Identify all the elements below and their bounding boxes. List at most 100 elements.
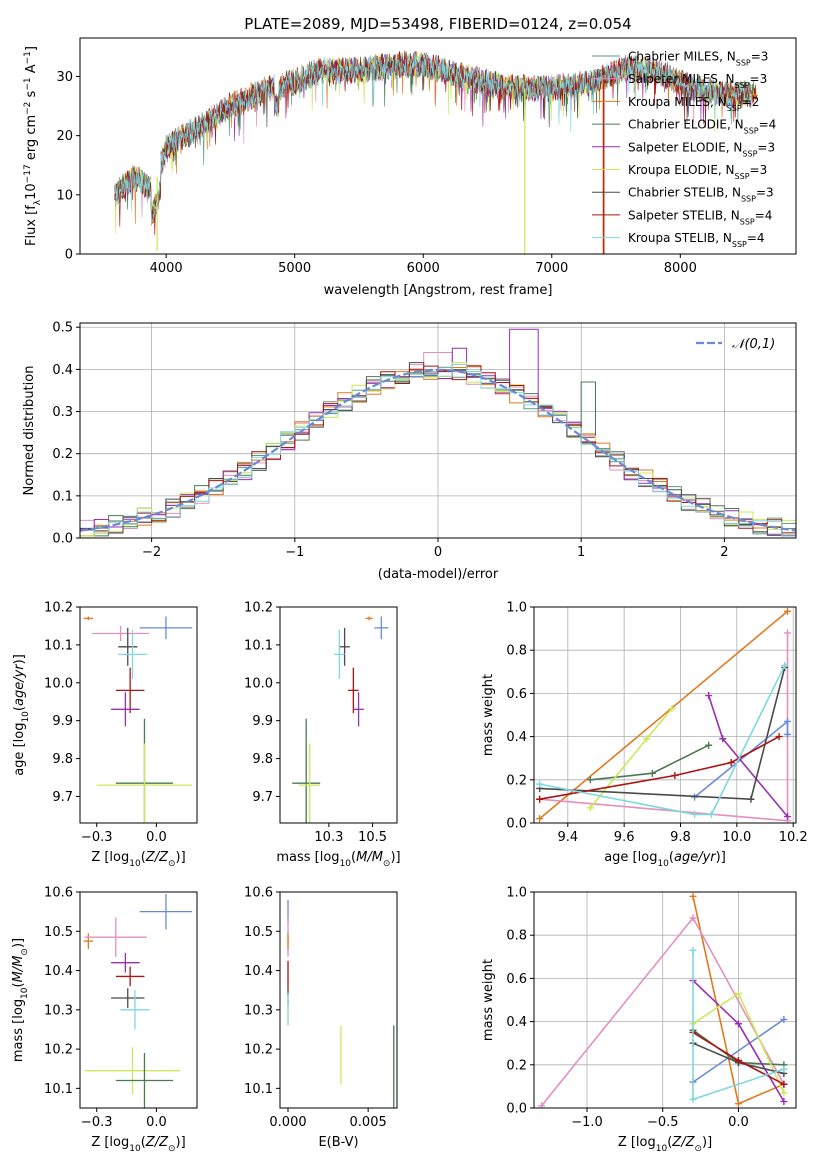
y-tick-label: 10.2 bbox=[244, 1043, 273, 1058]
x-axis-label: (data-model)/error bbox=[378, 567, 499, 582]
legend-sub: SSP bbox=[732, 240, 747, 249]
legend-sub: SSP bbox=[735, 172, 750, 181]
y-tick-label: 0.4 bbox=[52, 363, 73, 378]
legend-name: Chabrier MILES, N bbox=[628, 50, 736, 64]
x-tick-label: −0.3 bbox=[81, 1115, 113, 1130]
legend-name: Kroupa MILES, N bbox=[628, 95, 727, 109]
legend-n: =3 bbox=[751, 50, 769, 64]
point-salpeter-stelib bbox=[348, 667, 359, 714]
x-tick-label: 4000 bbox=[150, 261, 183, 276]
label-part: ⊙ bbox=[20, 948, 30, 956]
label-part: (data-model)/error bbox=[378, 567, 499, 582]
legend-label-kroupa-stelib: Kroupa STELIB, NSSP=4 bbox=[628, 231, 765, 249]
point-salpeter-stelib bbox=[115, 667, 145, 714]
point-kroupa-miles bbox=[83, 616, 94, 621]
axes-frame bbox=[79, 37, 797, 255]
panel-mass-vs-e-b-v: 0.000 0.005 10.1 10.2 10.3 10.4 10.5 10.6 E(B-V) bbox=[244, 886, 398, 1150]
label-part: M bbox=[372, 850, 383, 865]
x-tick-label: −1 bbox=[285, 545, 304, 560]
label-part: ( bbox=[141, 1135, 146, 1150]
y-axis-label: Normed distribution bbox=[22, 366, 37, 496]
point-chabrier-stelib bbox=[118, 627, 138, 666]
label-part: ( bbox=[669, 850, 674, 865]
weight-marker-salpeter-elodie bbox=[705, 692, 713, 700]
legend-sub: SSP bbox=[735, 81, 750, 90]
label-part: / bbox=[366, 850, 373, 865]
label-part: −1 bbox=[23, 77, 33, 90]
point-kroupa-stelib bbox=[120, 990, 150, 1030]
weight-marker-kroupa-miles bbox=[536, 815, 544, 823]
label-part: Flux [f bbox=[24, 205, 39, 246]
plot-area bbox=[292, 616, 389, 823]
weight-marker-kroupa-miles bbox=[784, 607, 792, 615]
x-tick-label: 10.0 bbox=[722, 830, 751, 845]
y-tick-label: 20 bbox=[56, 129, 73, 144]
x-tick-label: −2 bbox=[142, 545, 161, 560]
label-part: ⊙ bbox=[168, 859, 176, 869]
x-axis-label: mass [log10(M/M⊙)] bbox=[276, 850, 400, 869]
point-chabrier-stelib bbox=[111, 988, 145, 1008]
y-tick-label: 10.5 bbox=[44, 925, 73, 940]
point-kroupa-elodie bbox=[299, 743, 321, 823]
y-tick-label: 0.8 bbox=[506, 644, 527, 659]
plot-area bbox=[83, 893, 193, 1108]
point-chabrier-elodie bbox=[115, 1053, 174, 1108]
legend-n: =3 bbox=[750, 72, 768, 86]
weight-marker-highlight bbox=[784, 730, 792, 738]
weight-line-kroupa-stelib bbox=[539, 664, 786, 816]
weight-marker-salpeter-stelib bbox=[727, 759, 735, 767]
y-axis-label: mass weight bbox=[481, 674, 496, 756]
point-salpeter-stelib bbox=[115, 966, 145, 987]
y-tick-label: 9.7 bbox=[52, 790, 73, 805]
weight-marker-salpeter-elodie bbox=[784, 813, 792, 821]
label-part: ( bbox=[351, 850, 356, 865]
label-part: ] bbox=[24, 46, 39, 51]
panel-mass-weight-vs-z: −1.0 −0.5 0.00.00.20.40.60.81.0Z [log10(Z/… bbox=[481, 886, 797, 1154]
plot-area bbox=[83, 616, 193, 823]
x-tick-label: 8000 bbox=[664, 261, 697, 276]
y-tick-label: 10.0 bbox=[44, 676, 73, 691]
legend-n: =3 bbox=[756, 186, 774, 200]
weight-marker-salpeter-miles bbox=[538, 1102, 546, 1108]
y-tick-label: 0.6 bbox=[506, 687, 527, 702]
x-tick-label: 1 bbox=[577, 545, 585, 560]
label-part: 10 bbox=[21, 711, 31, 723]
y-tick-label: 10.1 bbox=[44, 1082, 73, 1097]
x-tick-label: 10.2 bbox=[779, 830, 808, 845]
x-tick-label: 6000 bbox=[407, 261, 440, 276]
weight-marker-kroupa-stelib bbox=[707, 810, 715, 818]
point-kroupa-miles bbox=[365, 616, 373, 621]
weight-marker-highlight bbox=[784, 717, 792, 725]
axes-frame bbox=[79, 891, 198, 1109]
point-highlight bbox=[374, 616, 389, 640]
label-part: mass weight bbox=[481, 674, 496, 756]
axes-frame bbox=[79, 322, 797, 539]
y-tick-label: 0.4 bbox=[506, 1015, 527, 1030]
axes-frame bbox=[279, 606, 398, 824]
legend-sub: SSP bbox=[741, 194, 756, 203]
label-part: ⊙ bbox=[383, 859, 391, 869]
y-tick-label: 10.4 bbox=[244, 964, 273, 979]
legend-n: =3 bbox=[757, 140, 775, 154]
weight-marker-kroupa-stelib bbox=[781, 661, 789, 669]
legend-n: =3 bbox=[750, 163, 768, 177]
y-tick-label: 10.6 bbox=[244, 886, 273, 901]
y-tick-label: 10.5 bbox=[244, 925, 273, 940]
label-part: ( bbox=[141, 850, 146, 865]
label-part: 10 bbox=[340, 859, 352, 869]
weight-marker-salpeter-miles bbox=[689, 914, 697, 922]
weight-line-highlight bbox=[692, 1018, 785, 1083]
y-tick-label: 9.8 bbox=[252, 752, 273, 767]
label-part: 10 bbox=[656, 1144, 668, 1154]
x-tick-label: 7000 bbox=[535, 261, 568, 276]
label-part: )] bbox=[390, 850, 400, 865]
label-part: / bbox=[680, 1135, 687, 1150]
panel-age-vs-mass: 10.3 10.5 9.7 9.8 9.9 10.0 10.1 10.2 mass [log10… bbox=[244, 601, 401, 870]
label-part: Z bbox=[685, 1135, 696, 1150]
panel-spectrum: 4000 5000 6000 7000 8000 0 10 20 30 wavelength [A… bbox=[23, 37, 797, 298]
label-part: )] bbox=[11, 938, 26, 948]
label-part: mass [log bbox=[11, 999, 26, 1062]
plot-area bbox=[287, 899, 395, 1108]
legend-name: Kroupa ELODIE, N bbox=[628, 163, 735, 177]
